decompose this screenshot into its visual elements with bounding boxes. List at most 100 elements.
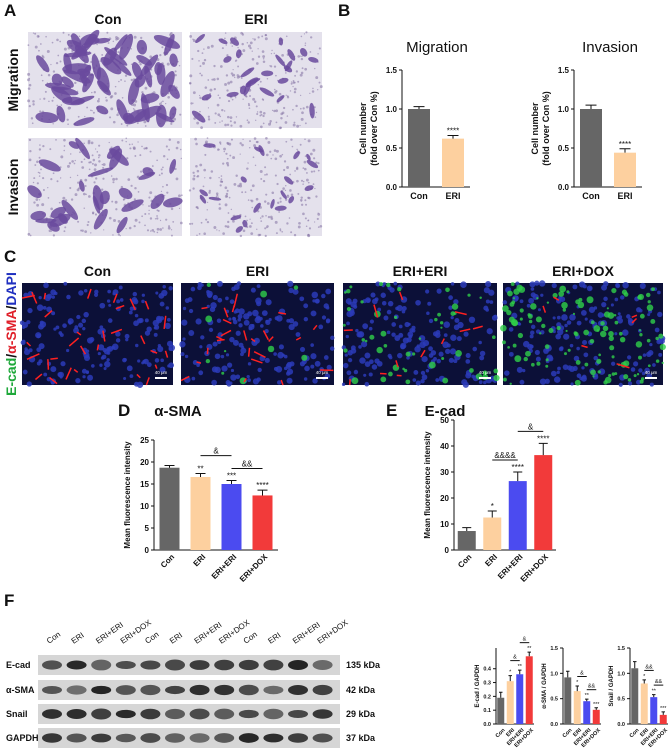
- sma-signal: [420, 349, 426, 358]
- nucleus: [468, 316, 476, 324]
- nucleus: [435, 378, 440, 382]
- nucleus: [225, 296, 229, 301]
- nucleus: [226, 362, 233, 368]
- pore: [221, 47, 224, 50]
- nucleus: [620, 295, 625, 300]
- nucleus: [50, 366, 57, 373]
- nucleus: [414, 345, 421, 353]
- nucleus: [243, 319, 250, 326]
- nucleus: [425, 369, 430, 373]
- chart-title: α-SMA: [154, 403, 202, 420]
- pore: [27, 44, 30, 47]
- pore: [284, 189, 287, 192]
- error-bar: [575, 685, 579, 692]
- cell: [51, 73, 63, 86]
- pore: [275, 74, 277, 77]
- pore: [296, 166, 299, 169]
- pore: [275, 109, 279, 113]
- pore: [312, 87, 314, 90]
- pore: [216, 103, 220, 107]
- pore: [162, 166, 164, 169]
- sma-signal: [196, 361, 202, 364]
- ecad-signal: [608, 331, 614, 337]
- error-bar: [487, 510, 497, 518]
- pore: [247, 121, 250, 124]
- cell: [308, 57, 319, 63]
- sma-signal: [631, 317, 638, 324]
- cell: [261, 70, 274, 77]
- cell: [288, 195, 295, 204]
- pore: [151, 228, 155, 232]
- x-tick-label: ERI+ERI: [210, 552, 239, 581]
- sma-signal: [180, 375, 190, 382]
- fluorescence-image: [19, 281, 176, 388]
- pore: [226, 164, 230, 167]
- blot-band: [66, 685, 87, 695]
- ecad-signal: [639, 313, 645, 319]
- pore: [131, 143, 133, 145]
- cell: [36, 55, 50, 73]
- pore: [247, 44, 251, 48]
- pore: [142, 204, 144, 206]
- pore: [141, 215, 143, 218]
- sma-signal: [136, 373, 141, 379]
- pore: [256, 112, 259, 116]
- pore: [148, 209, 150, 212]
- x-tick-label: ERI: [505, 727, 516, 738]
- pore: [261, 50, 265, 53]
- pore: [84, 178, 88, 182]
- pore: [80, 160, 83, 164]
- ecad-signal: [344, 291, 347, 294]
- ecad-signal: [428, 361, 436, 369]
- ecad-signal: [508, 316, 515, 323]
- nucleus: [641, 371, 646, 376]
- nucleus: [198, 370, 204, 376]
- y-tick-label: 0.5: [617, 697, 625, 703]
- ecad-signal: [590, 320, 595, 325]
- pore: [114, 200, 118, 204]
- pore: [218, 230, 220, 232]
- blot-band: [263, 733, 284, 743]
- pore: [137, 191, 140, 193]
- cell: [235, 226, 244, 233]
- ecad-signal: [545, 358, 549, 362]
- pore: [217, 94, 220, 97]
- blot-band: [189, 684, 210, 696]
- ecad-signal: [646, 338, 651, 343]
- blot-band: [115, 660, 136, 670]
- sma-signal: [26, 341, 32, 347]
- pore: [247, 199, 250, 201]
- nucleus: [261, 310, 268, 317]
- nucleus: [472, 346, 478, 352]
- pore: [31, 122, 34, 125]
- pore: [43, 97, 46, 100]
- nucleus: [588, 286, 593, 291]
- bar: [534, 455, 553, 550]
- ecad-signal: [205, 358, 211, 364]
- blot-band: [263, 685, 284, 695]
- chart-title: E-cad: [425, 403, 466, 420]
- pore: [34, 164, 37, 166]
- nucleus: [644, 367, 650, 374]
- nucleus: [544, 378, 550, 384]
- nucleus: [523, 340, 530, 348]
- comparison-label: &: [513, 655, 517, 661]
- pore: [250, 199, 254, 203]
- sma-signal: [110, 328, 123, 335]
- nucleus: [232, 316, 236, 321]
- pore: [144, 86, 148, 90]
- pore: [278, 92, 282, 96]
- nucleus: [627, 381, 633, 386]
- nucleus: [342, 362, 349, 369]
- bar: [640, 683, 648, 724]
- fluorescence-image: [500, 280, 666, 387]
- pore: [289, 173, 292, 176]
- pore: [28, 158, 32, 162]
- pore: [40, 168, 42, 171]
- nucleus: [115, 338, 121, 343]
- pore: [178, 65, 181, 67]
- nucleus: [209, 306, 216, 313]
- nucleus: [415, 299, 421, 306]
- bar: [631, 668, 639, 724]
- nucleus: [412, 378, 417, 382]
